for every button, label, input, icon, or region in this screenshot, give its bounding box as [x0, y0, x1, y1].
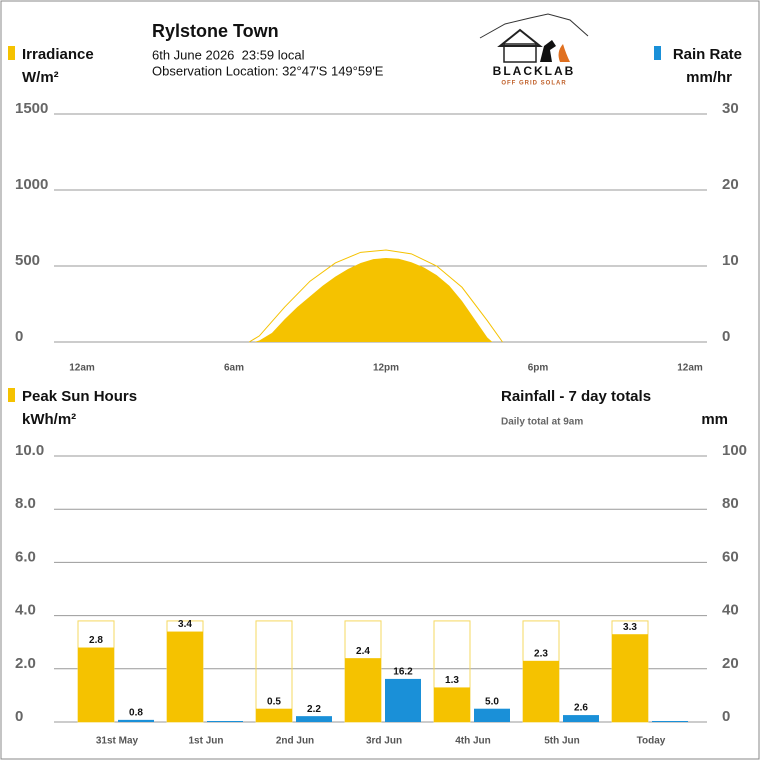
- value-label: 0.8: [129, 708, 143, 719]
- value-label: 2.4: [356, 646, 370, 657]
- x-tick-label: 5th Jun: [544, 736, 580, 747]
- axis-unit: mm/hr: [686, 69, 732, 86]
- value-label: 16.2: [393, 667, 413, 678]
- bar: [207, 721, 243, 722]
- axis-label: Rain Rate: [673, 46, 742, 63]
- y-tick-label: 10.0: [15, 442, 44, 459]
- value-label: 0.5: [267, 696, 281, 707]
- legend-swatch: [654, 46, 661, 60]
- legend-swatch: [8, 388, 15, 402]
- irradiance-area: [254, 257, 493, 342]
- bar: [612, 634, 648, 722]
- y-tick-label: 1500: [15, 100, 48, 117]
- x-tick-label: 12am: [69, 363, 95, 374]
- y-tick-label: 0: [15, 328, 23, 345]
- bar: [78, 647, 114, 722]
- bar: [167, 631, 203, 722]
- bar: [345, 658, 381, 722]
- axis-unit: kWh/m²: [22, 411, 76, 428]
- y-tick-label: 8.0: [15, 495, 36, 512]
- logo: BLACKLAB OFF GRID SOLAR: [479, 13, 589, 87]
- axis-label: Peak Sun Hours: [22, 388, 137, 405]
- x-tick-label: Today: [637, 736, 666, 747]
- y2-tick-label: 10: [722, 252, 739, 269]
- bar: [256, 708, 292, 722]
- title: Rylstone Town: [152, 21, 279, 41]
- y2-tick-label: 40: [722, 602, 739, 619]
- bar: [118, 719, 154, 722]
- bar: [434, 687, 470, 722]
- legend-swatch: [8, 46, 15, 60]
- y-tick-label: 4.0: [15, 602, 36, 619]
- bar: [385, 678, 421, 722]
- location: Observation Location: 32°47'S 149°59'E: [152, 63, 384, 78]
- y2-tick-label: 0: [722, 708, 730, 725]
- value-label: 2.6: [574, 703, 588, 714]
- value-label: 2.8: [89, 635, 103, 646]
- value-label: 3.3: [623, 622, 637, 633]
- clear-sky-line: [248, 249, 503, 343]
- date: 6th June 2026 23:59 local: [152, 47, 305, 62]
- y-tick-label: 1000: [15, 176, 48, 193]
- bar: [523, 660, 559, 722]
- bar: [296, 716, 332, 722]
- y2-tick-label: 80: [722, 495, 739, 512]
- bar: [563, 715, 599, 722]
- x-tick-label: 6pm: [528, 363, 549, 374]
- y-tick-label: 0: [15, 708, 23, 725]
- x-tick-label: 2nd Jun: [276, 736, 314, 747]
- x-tick-label: 4th Jun: [455, 736, 491, 747]
- axis-label: Rainfall - 7 day totals: [501, 388, 651, 405]
- y-tick-label: 6.0: [15, 548, 36, 565]
- logo-tagline: OFF GRID SOLAR: [501, 81, 566, 87]
- x-tick-label: 3rd Jun: [366, 736, 402, 747]
- bar: [652, 721, 688, 722]
- y-tick-label: 2.0: [15, 655, 36, 672]
- value-label: 2.2: [307, 704, 321, 715]
- value-label: 2.3: [534, 648, 548, 659]
- axis-unit: mm: [701, 411, 728, 428]
- y2-tick-label: 0: [722, 328, 730, 345]
- x-tick-label: 6am: [224, 363, 244, 374]
- y2-tick-label: 60: [722, 548, 739, 565]
- y2-tick-label: 100: [722, 442, 747, 459]
- y2-tick-label: 30: [722, 100, 739, 117]
- bar: [474, 708, 510, 722]
- value-label: 1.3: [445, 675, 459, 686]
- x-tick-label: 31st May: [96, 736, 139, 747]
- value-label: 5.0: [485, 696, 499, 707]
- y-tick-label: 500: [15, 252, 40, 269]
- value-label: 3.4: [178, 619, 192, 630]
- axis-note: Daily total at 9am: [501, 417, 583, 428]
- y2-tick-label: 20: [722, 655, 739, 672]
- y2-tick-label: 20: [722, 176, 739, 193]
- x-tick-label: 12pm: [373, 363, 399, 374]
- x-tick-label: 1st Jun: [188, 736, 223, 747]
- logo-brand: BLACKLAB: [493, 64, 576, 78]
- axis-label: Irradiance: [22, 46, 94, 63]
- axis-unit: W/m²: [22, 69, 59, 86]
- x-tick-label: 12am: [677, 363, 703, 374]
